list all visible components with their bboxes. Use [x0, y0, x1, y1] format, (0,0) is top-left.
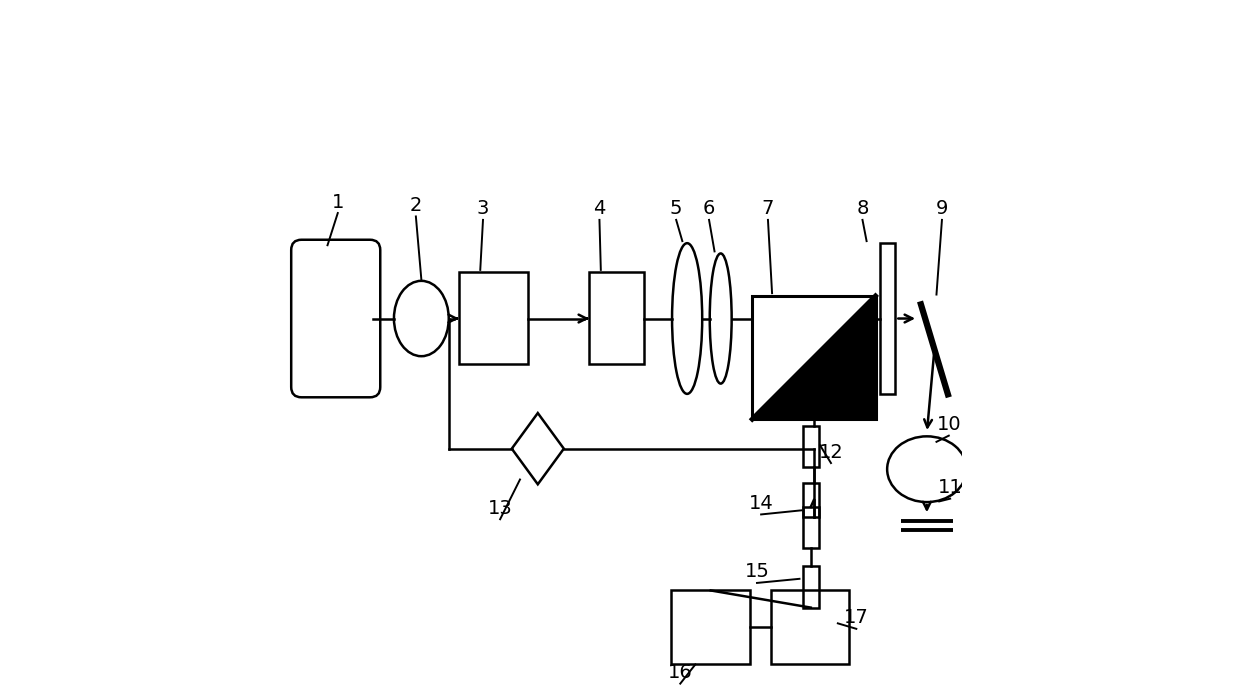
Bar	[771, 590, 849, 664]
Text: 17: 17	[844, 608, 869, 627]
Text: 3: 3	[477, 199, 490, 219]
Text: 14: 14	[749, 494, 774, 513]
Text: 5: 5	[670, 199, 682, 219]
Bar	[802, 426, 818, 467]
Bar	[671, 590, 750, 664]
Bar	[880, 243, 895, 394]
Text: 2: 2	[409, 196, 422, 215]
Text: 13: 13	[487, 499, 512, 518]
Text: 10: 10	[936, 415, 961, 434]
Text: 4: 4	[593, 199, 605, 219]
Text: 9: 9	[936, 199, 949, 219]
Text: 11: 11	[937, 478, 962, 497]
Bar	[802, 507, 818, 548]
Text: 1: 1	[331, 192, 343, 212]
Bar	[753, 296, 875, 419]
Text: 16: 16	[668, 663, 693, 682]
Polygon shape	[753, 296, 875, 419]
Bar	[459, 272, 527, 364]
Text: 8: 8	[857, 199, 869, 219]
Bar	[802, 483, 818, 517]
Text: 15: 15	[744, 562, 770, 582]
FancyBboxPatch shape	[291, 240, 381, 397]
Text: 12: 12	[818, 443, 843, 462]
Text: 7: 7	[761, 199, 774, 219]
Text: 6: 6	[703, 199, 715, 219]
Bar	[589, 272, 644, 364]
Bar	[802, 566, 818, 608]
